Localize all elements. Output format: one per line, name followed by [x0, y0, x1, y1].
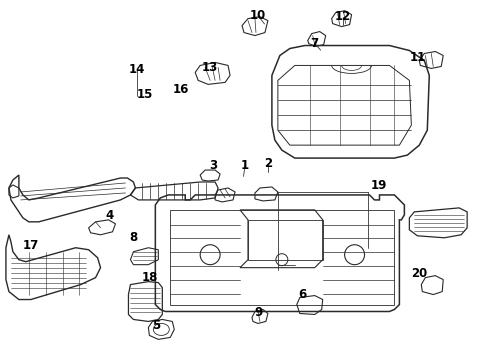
Text: 1: 1	[241, 159, 249, 172]
Text: 5: 5	[152, 319, 160, 332]
Text: 15: 15	[137, 88, 153, 101]
Text: 6: 6	[298, 288, 307, 301]
Text: 9: 9	[254, 306, 262, 319]
Text: 17: 17	[23, 239, 39, 252]
Text: 2: 2	[265, 157, 272, 170]
Text: 13: 13	[202, 60, 218, 73]
Text: 3: 3	[209, 159, 218, 172]
Text: 7: 7	[310, 36, 318, 50]
Text: 11: 11	[410, 51, 426, 64]
Text: 20: 20	[412, 267, 428, 280]
Text: 8: 8	[129, 231, 138, 244]
Text: 16: 16	[172, 83, 189, 96]
Text: 18: 18	[142, 271, 158, 284]
Text: 19: 19	[371, 179, 388, 192]
Text: 4: 4	[105, 209, 113, 222]
Text: 14: 14	[128, 63, 145, 76]
Text: 12: 12	[335, 10, 351, 23]
Text: 10: 10	[250, 9, 266, 22]
